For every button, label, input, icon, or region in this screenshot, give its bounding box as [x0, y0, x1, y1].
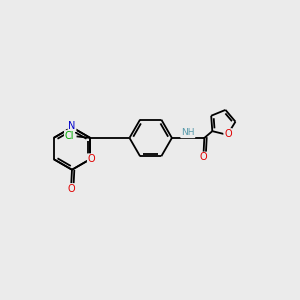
Text: N: N	[68, 121, 76, 131]
Text: O: O	[67, 184, 75, 194]
Text: O: O	[200, 152, 207, 162]
Text: NH: NH	[181, 128, 194, 137]
Text: O: O	[88, 154, 95, 164]
Text: O: O	[224, 129, 232, 139]
Text: Cl: Cl	[65, 131, 74, 141]
